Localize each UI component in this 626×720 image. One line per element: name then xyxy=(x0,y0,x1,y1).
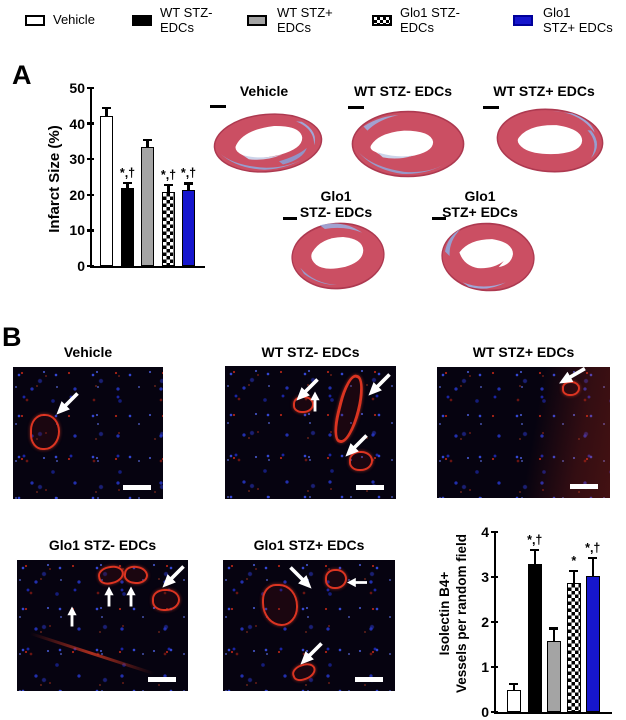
vessel-outline xyxy=(96,563,126,587)
legend-swatch-wt-stz-minus-icon xyxy=(132,15,152,26)
chart-b-ytick: 4 xyxy=(456,523,498,541)
legend-label: Vehicle xyxy=(53,12,95,27)
scale-bar xyxy=(356,485,384,490)
bar-glo1-stz-minus: * xyxy=(567,532,581,712)
red-vessel-streak xyxy=(29,631,155,676)
heart-label-vehicle: Vehicle xyxy=(239,83,289,99)
chart-a-ytick: 0 xyxy=(52,257,94,275)
vessel-outline xyxy=(289,660,319,684)
micrograph-vehicle xyxy=(13,367,163,499)
heart-section-glo1-stz-plus xyxy=(438,220,538,295)
heart-section-vehicle xyxy=(210,108,327,178)
bar-wt-stz-plus xyxy=(547,532,561,712)
scale-bar xyxy=(123,485,151,490)
vessel-outline xyxy=(262,584,298,626)
significance-annotation: * xyxy=(571,554,577,569)
scale-bar xyxy=(283,217,297,220)
significance-annotation: *,† xyxy=(585,541,601,556)
significance-annotation: *,† xyxy=(180,166,197,181)
micro-label-glo1-stz-plus: Glo1 STZ+ EDCs xyxy=(253,537,365,553)
significance-annotation: *,† xyxy=(119,165,136,180)
legend-label: Glo1 STZ+ EDCs xyxy=(543,5,613,35)
micro-label-glo1-stz-minus: Glo1 STZ- EDCs xyxy=(48,537,157,553)
vessel-outline xyxy=(329,372,369,446)
heart-section-wt-stz-plus xyxy=(493,104,607,177)
legend-swatch-glo1-stz-plus-icon xyxy=(513,15,533,26)
vessel-outline xyxy=(152,589,180,611)
chart-a-ytick: 10 xyxy=(52,221,94,239)
bar-vehicle xyxy=(100,88,113,266)
chart-a-ytick: 30 xyxy=(52,150,94,168)
chart-a-plot: 0 10 20 30 40 50 *,† *,† *,† xyxy=(69,80,205,274)
legend-label: Glo1 STZ- EDCs xyxy=(400,5,460,35)
panel-a-label: A xyxy=(12,60,32,90)
chart-b-ytick: 0 xyxy=(456,703,498,720)
legend-label: WT STZ+ EDCs xyxy=(277,5,333,35)
bar-wt-stz-minus: *,† xyxy=(120,88,135,266)
legend-swatch-wt-stz-plus-icon xyxy=(247,15,267,26)
micro-label-wt-stz-minus: WT STZ- EDCs xyxy=(261,344,360,360)
chart-b-ytick: 2 xyxy=(456,613,498,631)
bar-glo1-stz-minus: *,† xyxy=(161,88,176,266)
scale-bar xyxy=(432,217,446,220)
scale-bar xyxy=(348,106,364,109)
legend-label: WT STZ- EDCs xyxy=(160,5,213,35)
bar-wt-stz-plus xyxy=(141,88,154,266)
chart-a-ytick: 50 xyxy=(52,79,94,97)
heart-label-wt-stz-minus: WT STZ- EDCs xyxy=(354,83,452,99)
chart-a-ytick: 40 xyxy=(52,115,94,133)
heart-section-wt-stz-minus xyxy=(350,110,466,178)
bar-glo1-stz-plus: *,† xyxy=(181,88,196,266)
vessel-outline xyxy=(30,414,60,450)
heart-label-wt-stz-plus: WT STZ+ EDCs xyxy=(493,83,595,99)
micrograph-wt-stz-plus xyxy=(437,367,610,498)
micrograph-wt-stz-minus xyxy=(225,366,396,499)
micrograph-glo1-stz-minus xyxy=(17,560,188,691)
legend-swatch-glo1-stz-minus-icon xyxy=(372,15,392,26)
heart-section-glo1-stz-minus xyxy=(288,219,389,294)
micro-label-wt-stz-plus: WT STZ+ EDCs xyxy=(472,344,575,360)
micro-label-vehicle: Vehicle xyxy=(63,344,113,360)
scale-bar xyxy=(355,677,383,682)
panel-b-label: B xyxy=(2,322,22,352)
heart-label-glo1-stz-minus: Glo1 STZ- EDCs xyxy=(299,188,373,220)
scale-bar xyxy=(210,105,226,108)
bar-glo1-stz-plus: *,† xyxy=(585,532,600,712)
bar-vehicle xyxy=(507,532,521,712)
micrograph-glo1-stz-plus xyxy=(223,560,395,691)
red-staining-region xyxy=(437,367,610,498)
significance-annotation: *,† xyxy=(527,532,543,547)
chart-a-ytick: 20 xyxy=(52,186,94,204)
chart-b-ytick: 1 xyxy=(456,658,498,676)
vessel-outline xyxy=(349,451,373,471)
vessel-outline xyxy=(325,569,347,589)
scale-bar xyxy=(483,106,499,109)
scale-bar xyxy=(148,677,176,682)
bar-wt-stz-minus: *,† xyxy=(527,532,542,712)
significance-annotation: *,† xyxy=(160,167,177,182)
heart-label-glo1-stz-plus: Glo1 STZ+ EDCs xyxy=(442,188,518,220)
chart-b-ytick: 3 xyxy=(456,568,498,586)
scale-bar xyxy=(570,484,598,489)
vessel-outline xyxy=(293,396,314,413)
vessel-outline xyxy=(122,564,150,586)
chart-b-plot: 0 1 2 3 4 *,† * *,† xyxy=(481,524,612,720)
legend-swatch-vehicle-icon xyxy=(25,15,45,26)
